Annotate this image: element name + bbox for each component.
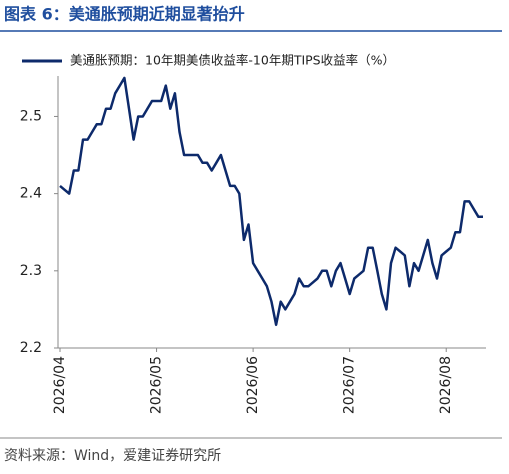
chart-title: 图表 6：美通胀预期近期显著抬升 (4, 5, 245, 24)
x-tick-label: 2026/04 (52, 356, 68, 414)
y-tick-label: 2.4 (20, 186, 42, 202)
x-tick-label: 2026/06 (245, 356, 261, 414)
y-tick-label: 2.3 (20, 263, 42, 279)
x-tick-label: 2026/05 (149, 356, 165, 414)
x-tick-label: 2026/07 (342, 356, 358, 414)
x-tick-label: 2026/08 (438, 356, 454, 414)
y-tick-label: 2.2 (20, 340, 42, 356)
series-line (59, 76, 483, 327)
source: 资料来源：Wind，爱建证券研究所 (4, 448, 221, 464)
y-tick-label: 2.5 (20, 108, 42, 124)
legend-label: 美通胀预期：10年期美债收益率-10年期TIPS收益率（%） (70, 53, 395, 68)
